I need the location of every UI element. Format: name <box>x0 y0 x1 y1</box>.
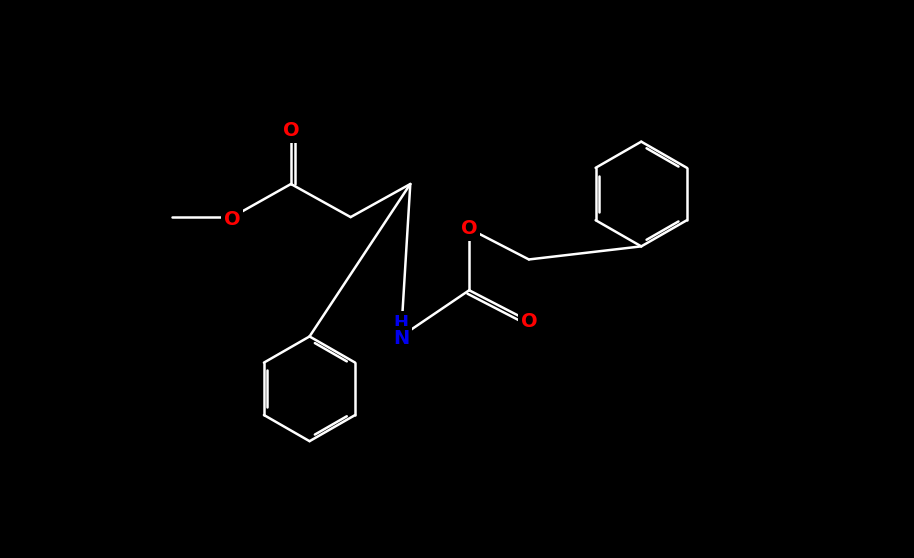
Text: O: O <box>461 219 477 238</box>
Text: O: O <box>224 210 240 229</box>
Text: O: O <box>521 311 537 330</box>
Text: O: O <box>282 121 299 140</box>
Text: N: N <box>393 329 409 348</box>
Text: H: H <box>394 314 409 331</box>
